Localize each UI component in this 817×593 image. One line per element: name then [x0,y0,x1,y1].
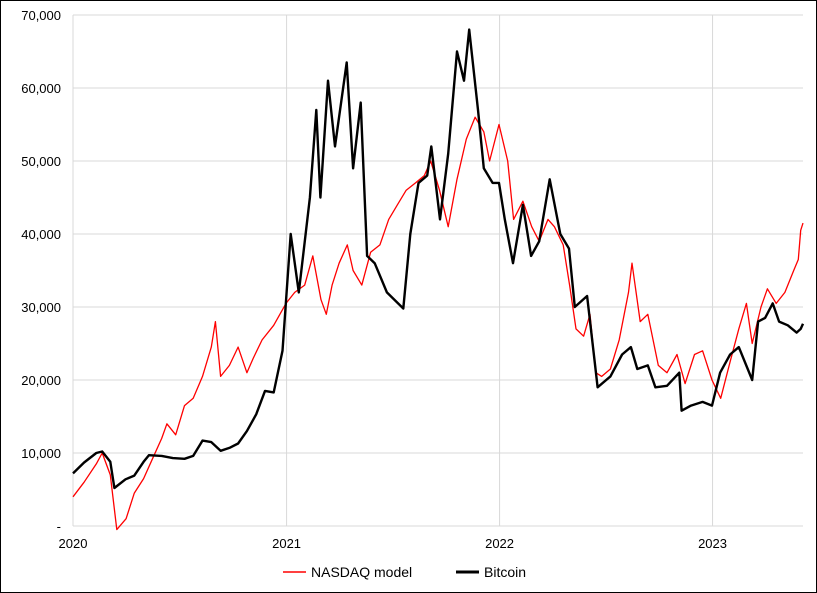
y-axis-tick-labels: - 10,000 20,000 30,000 40,000 50,000 60,000 70,… [21,8,61,534]
legend-label: NASDAQ model [311,564,412,580]
x-axis-tick-labels: 2020 2021 2022 2023 [59,536,727,551]
plot-series [72,28,805,531]
x-tick-label: 2020 [59,536,88,551]
y-tick-label: 40,000 [21,227,61,242]
y-tick-label: - [57,519,61,534]
y-tick-label: 60,000 [21,81,61,96]
y-tick-label: 30,000 [21,300,61,315]
y-tick-label: 10,000 [21,446,61,461]
legend-label: Bitcoin [484,564,526,580]
series-line-bitcoin [72,28,805,490]
x-tick-label: 2021 [272,536,301,551]
y-tick-label: 20,000 [21,373,61,388]
x-tick-label: 2023 [698,536,727,551]
y-tick-label: 70,000 [21,8,61,23]
x-tick-label: 2022 [485,536,514,551]
gridlines [72,14,803,527]
legend: NASDAQ model Bitcoin [283,564,526,580]
y-tick-label: 50,000 [21,154,61,169]
series-line-nasdaq-model [72,116,804,531]
